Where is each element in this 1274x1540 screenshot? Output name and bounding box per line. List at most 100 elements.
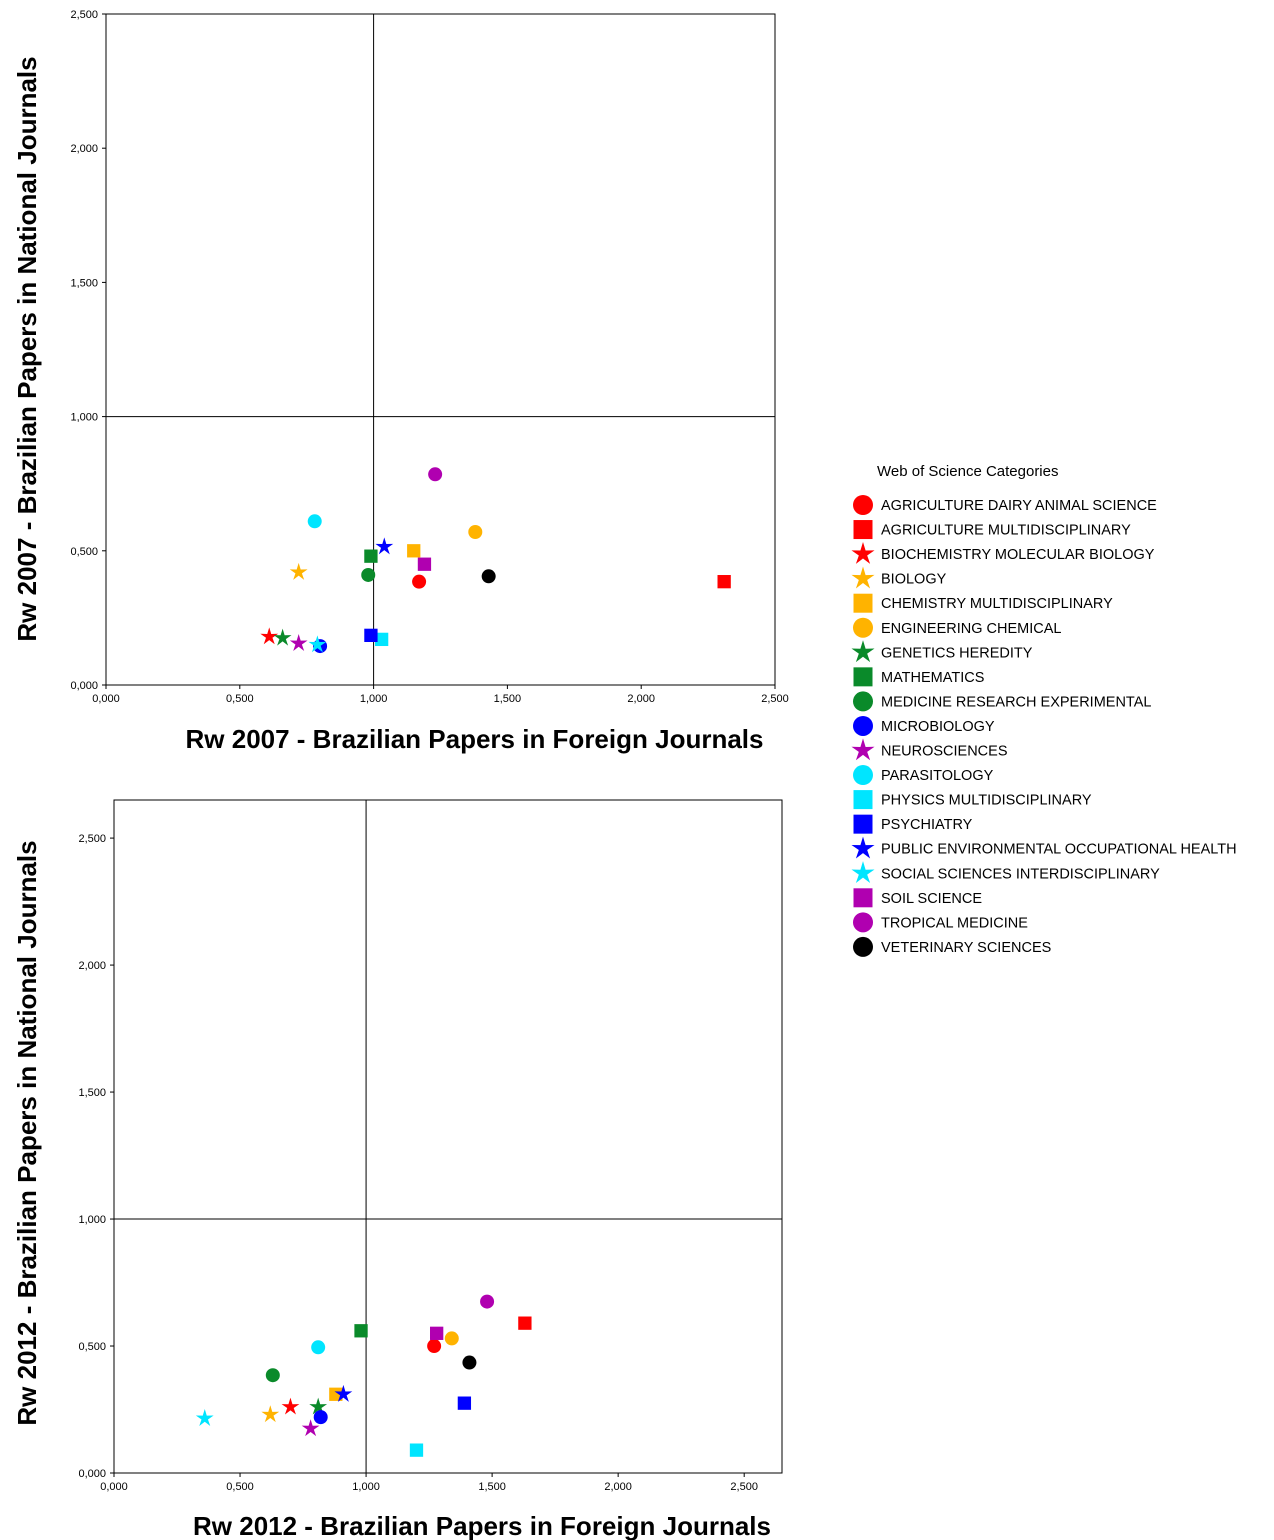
y-tick-label: 2,000	[78, 960, 106, 972]
data-point-tropical-medicine	[428, 467, 443, 482]
data-point-neurosciences	[301, 1419, 320, 1437]
legend-marker-tropical-medicine	[853, 912, 873, 933]
data-point-neurosciences	[289, 634, 308, 651]
x-tick-label: 0,000	[92, 693, 120, 705]
legend-marker-engineering-chemical	[853, 617, 873, 638]
data-point-genetics-heredity	[273, 628, 292, 646]
x-tick-label: 1,000	[352, 1481, 380, 1493]
legend-label: BIOLOGY	[881, 572, 947, 588]
data-point-engineering-chemical	[468, 525, 483, 540]
y-tick-label: 0,500	[70, 546, 98, 558]
data-point-agriculture-multidisciplinary	[518, 1316, 532, 1330]
y-tick-label: 1,000	[78, 1214, 106, 1226]
y-tick-label: 0,000	[70, 680, 98, 692]
data-point-biology	[289, 562, 308, 580]
legend-label: PARASITOLOGY	[881, 768, 994, 784]
data-point-agriculture-multidisciplinary	[717, 575, 731, 589]
data-point-mathematics	[364, 549, 378, 563]
legend-marker-veterinary-sciences	[853, 936, 873, 957]
data-point-soil-science	[430, 1326, 444, 1340]
x-tick-label: 2,000	[627, 693, 655, 705]
data-point-agriculture-dairy-animal-science	[412, 574, 427, 589]
chart-panel-1: 0,000 0,500 1,000 1,500 2,000 2,500 0,000 0,500…	[12, 9, 789, 754]
data-point-medicine-research-experimental	[361, 567, 376, 582]
legend-label: AGRICULTURE DAIRY ANIMAL SCIENCE	[881, 498, 1157, 514]
data-point-biology	[261, 1405, 280, 1423]
data-point-parasitology	[307, 514, 322, 529]
data-point-physics-multidisciplinary	[374, 632, 389, 647]
legend-marker-soil-science	[853, 888, 873, 908]
data-point-veterinary-sciences	[481, 569, 496, 584]
y-axis-title: Rw 2007 - Brazilian Papers in National J…	[12, 56, 42, 641]
data-point-parasitology	[311, 1340, 326, 1355]
data-point-veterinary-sciences	[462, 1355, 477, 1370]
legend-marker-physics-multidisciplinary	[853, 790, 873, 810]
legend-label: MICROBIOLOGY	[881, 719, 995, 735]
data-point-psychiatry	[364, 628, 378, 642]
legend-label: MATHEMATICS	[881, 670, 984, 686]
legend: Web of Science Categories AGRICULTURE DAI…	[851, 463, 1237, 957]
x-tick-label: 0,000	[100, 1481, 128, 1493]
data-point-social-sciences-interdisciplinary	[308, 635, 327, 653]
data-point-microbiology	[313, 1410, 328, 1425]
legend-marker-agriculture-multidisciplinary	[853, 520, 873, 540]
y-tick-label: 2,000	[70, 143, 98, 155]
data-point-chemistry-multidisciplinary	[407, 544, 421, 558]
legend-marker-mathematics	[853, 667, 873, 687]
legend-label: PHYSICS MULTIDISCIPLINARY	[881, 793, 1092, 809]
legend-marker-biology	[851, 566, 875, 589]
legend-label: PSYCHIATRY	[881, 817, 973, 833]
x-tick-label: 0,500	[226, 693, 254, 705]
legend-marker-genetics-heredity	[851, 640, 875, 663]
y-tick-label: 2,500	[78, 833, 106, 845]
data-point-chemistry-multidisciplinary	[329, 1387, 343, 1401]
data-point-engineering-chemical	[444, 1331, 459, 1346]
legend-marker-chemistry-multidisciplinary	[853, 593, 873, 613]
legend-label: BIOCHEMISTRY MOLECULAR BIOLOGY	[881, 547, 1155, 563]
data-point-soil-science	[417, 557, 432, 571]
data-point-biochemistry-molecular-biology	[260, 627, 279, 645]
data-point-tropical-medicine	[480, 1294, 495, 1309]
x-axis-title: Rw 2007 - Brazilian Papers in Foreign Jo…	[186, 724, 764, 754]
x-tick-label: 1,500	[494, 693, 522, 705]
legend-label: MEDICINE RESEARCH EXPERIMENTAL	[881, 694, 1151, 710]
y-tick-label: 1,500	[78, 1087, 106, 1099]
legend-marker-public-environmental-occupational-health	[851, 836, 875, 859]
y-tick-label: 0,500	[78, 1341, 106, 1353]
legend-marker-agriculture-dairy-animal-science	[853, 495, 873, 515]
legend-marker-neurosciences	[851, 738, 875, 761]
y-tick-label: 0,000	[78, 1468, 106, 1480]
legend-label: SOCIAL SCIENCES INTERDISCIPLINARY	[881, 866, 1160, 882]
legend-label: SOIL SCIENCE	[881, 891, 982, 907]
data-point-psychiatry	[457, 1396, 472, 1410]
x-tick-label: 2,000	[604, 1481, 632, 1493]
legend-label: ENGINEERING CHEMICAL	[881, 621, 1061, 637]
data-point-biochemistry-molecular-biology	[281, 1397, 300, 1415]
x-tick-label: 2,500	[730, 1481, 758, 1493]
data-point-public-environmental-occupational-health	[375, 537, 394, 555]
data-point-physics-multidisciplinary	[409, 1443, 424, 1457]
legend-label: NEUROSCIENCES	[881, 744, 1008, 760]
legend-label: PUBLIC ENVIRONMENTAL OCCUPATIONAL HEALTH	[881, 842, 1237, 858]
x-axis-title: Rw 2012 - Brazilian Papers in Foreign Jo…	[193, 1511, 771, 1540]
data-point-medicine-research-experimental	[265, 1368, 280, 1383]
legend-marker-microbiology	[853, 715, 873, 736]
chart-panel-2: 0,000 0,500 1,000 1,500 2,000 2,500 0,000 0,500…	[12, 799, 783, 1540]
y-axis-title: Rw 2012 - Brazilian Papers in National J…	[12, 840, 42, 1425]
x-tick-label: 0,500	[226, 1481, 254, 1493]
data-point-genetics-heredity	[309, 1397, 328, 1415]
legend-marker-medicine-research-experimental	[853, 691, 873, 712]
data-point-public-environmental-occupational-health	[334, 1384, 353, 1402]
legend-label: TROPICAL MEDICINE	[881, 915, 1028, 931]
data-point-agriculture-dairy-animal-science	[427, 1339, 442, 1354]
y-tick-label: 2,500	[70, 9, 98, 21]
legend-marker-psychiatry	[853, 814, 873, 834]
y-tick-label: 1,000	[70, 412, 98, 424]
x-tick-label: 1,500	[478, 1481, 506, 1493]
legend-marker-parasitology	[853, 765, 873, 786]
plot-area	[113, 799, 783, 1474]
x-tick-label: 1,000	[360, 693, 388, 705]
x-tick-label: 2,500	[761, 693, 789, 705]
data-point-social-sciences-interdisciplinary	[195, 1409, 214, 1426]
